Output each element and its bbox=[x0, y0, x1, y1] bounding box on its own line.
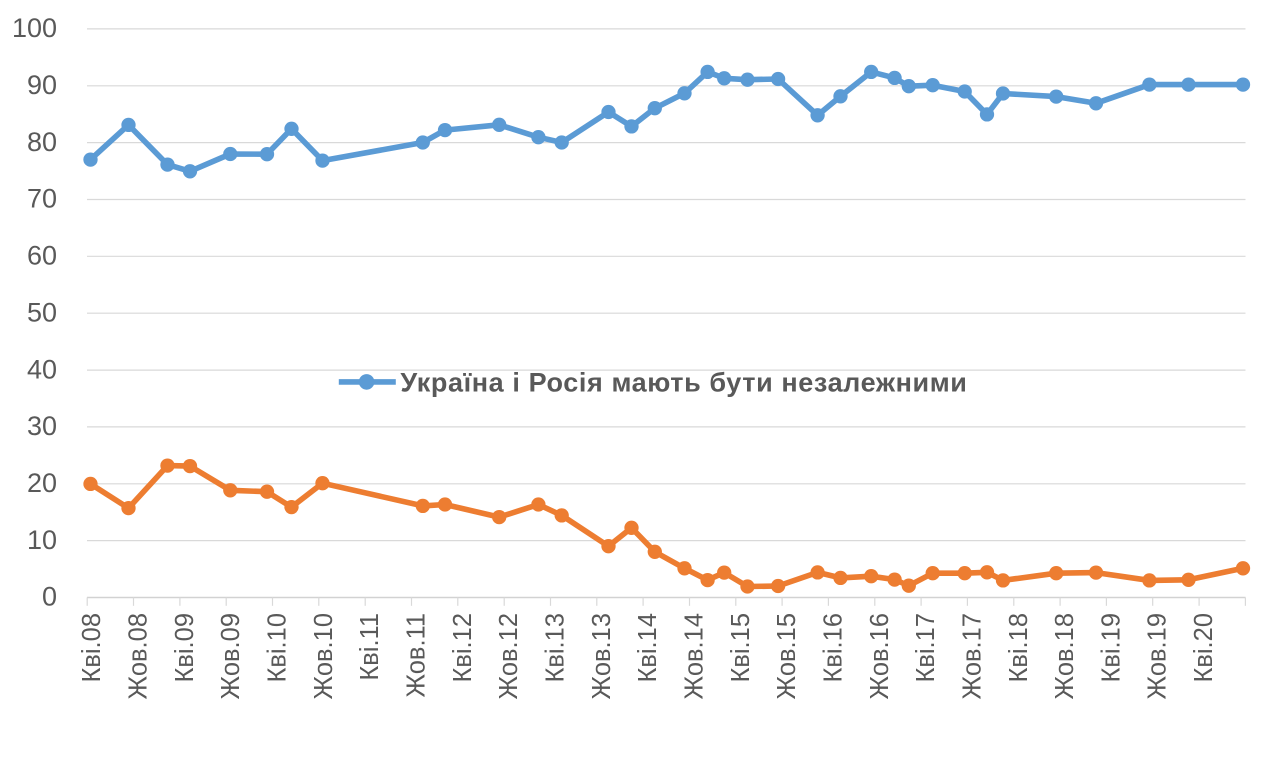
svg-text:Жов.13: Жов.13 bbox=[588, 613, 616, 699]
svg-text:40: 40 bbox=[27, 354, 57, 384]
svg-text:Жов.09: Жов.09 bbox=[217, 613, 245, 699]
svg-text:70: 70 bbox=[27, 184, 57, 214]
svg-text:Жов.16: Жов.16 bbox=[866, 613, 894, 699]
svg-text:Жов.11: Жов.11 bbox=[403, 613, 431, 698]
svg-text:10: 10 bbox=[27, 525, 57, 555]
svg-text:100: 100 bbox=[12, 13, 57, 43]
svg-text:60: 60 bbox=[27, 241, 57, 271]
svg-text:Жов.14: Жов.14 bbox=[681, 613, 709, 699]
svg-text:Кві.11: Кві.11 bbox=[356, 613, 384, 681]
svg-text:Кві.18: Кві.18 bbox=[1005, 613, 1033, 683]
svg-text:Жов.08: Жов.08 bbox=[125, 613, 153, 699]
svg-text:Кві.12: Кві.12 bbox=[449, 613, 477, 683]
svg-text:Кві.10: Кві.10 bbox=[264, 613, 292, 683]
svg-text:30: 30 bbox=[27, 411, 57, 441]
svg-text:Жов.17: Жов.17 bbox=[958, 613, 986, 699]
svg-text:Жов.19: Жов.19 bbox=[1144, 613, 1172, 699]
svg-text:Україна і Росія мають бути нез: Україна і Росія мають бути незалежними bbox=[400, 368, 967, 398]
svg-text:Кві.16: Кві.16 bbox=[819, 613, 847, 683]
svg-text:90: 90 bbox=[27, 70, 57, 100]
svg-text:Кві.20: Кві.20 bbox=[1190, 613, 1218, 683]
svg-text:Жов.15: Жов.15 bbox=[773, 613, 801, 699]
svg-text:20: 20 bbox=[27, 468, 57, 498]
svg-text:Кві.17: Кві.17 bbox=[912, 613, 940, 683]
svg-text:Жов.10: Жов.10 bbox=[310, 613, 338, 699]
svg-text:Жов.12: Жов.12 bbox=[495, 613, 523, 699]
svg-text:Кві.13: Кві.13 bbox=[542, 613, 570, 683]
svg-text:Жов.18: Жов.18 bbox=[1051, 613, 1079, 699]
svg-text:Кві.15: Кві.15 bbox=[727, 613, 755, 683]
svg-text:Кві.09: Кві.09 bbox=[171, 613, 199, 683]
svg-text:50: 50 bbox=[27, 297, 57, 327]
svg-text:Кві.19: Кві.19 bbox=[1097, 613, 1125, 683]
svg-text:Кві.08: Кві.08 bbox=[78, 613, 106, 683]
svg-text:0: 0 bbox=[42, 582, 57, 612]
svg-text:Кві.14: Кві.14 bbox=[634, 613, 662, 683]
svg-text:80: 80 bbox=[27, 127, 57, 157]
